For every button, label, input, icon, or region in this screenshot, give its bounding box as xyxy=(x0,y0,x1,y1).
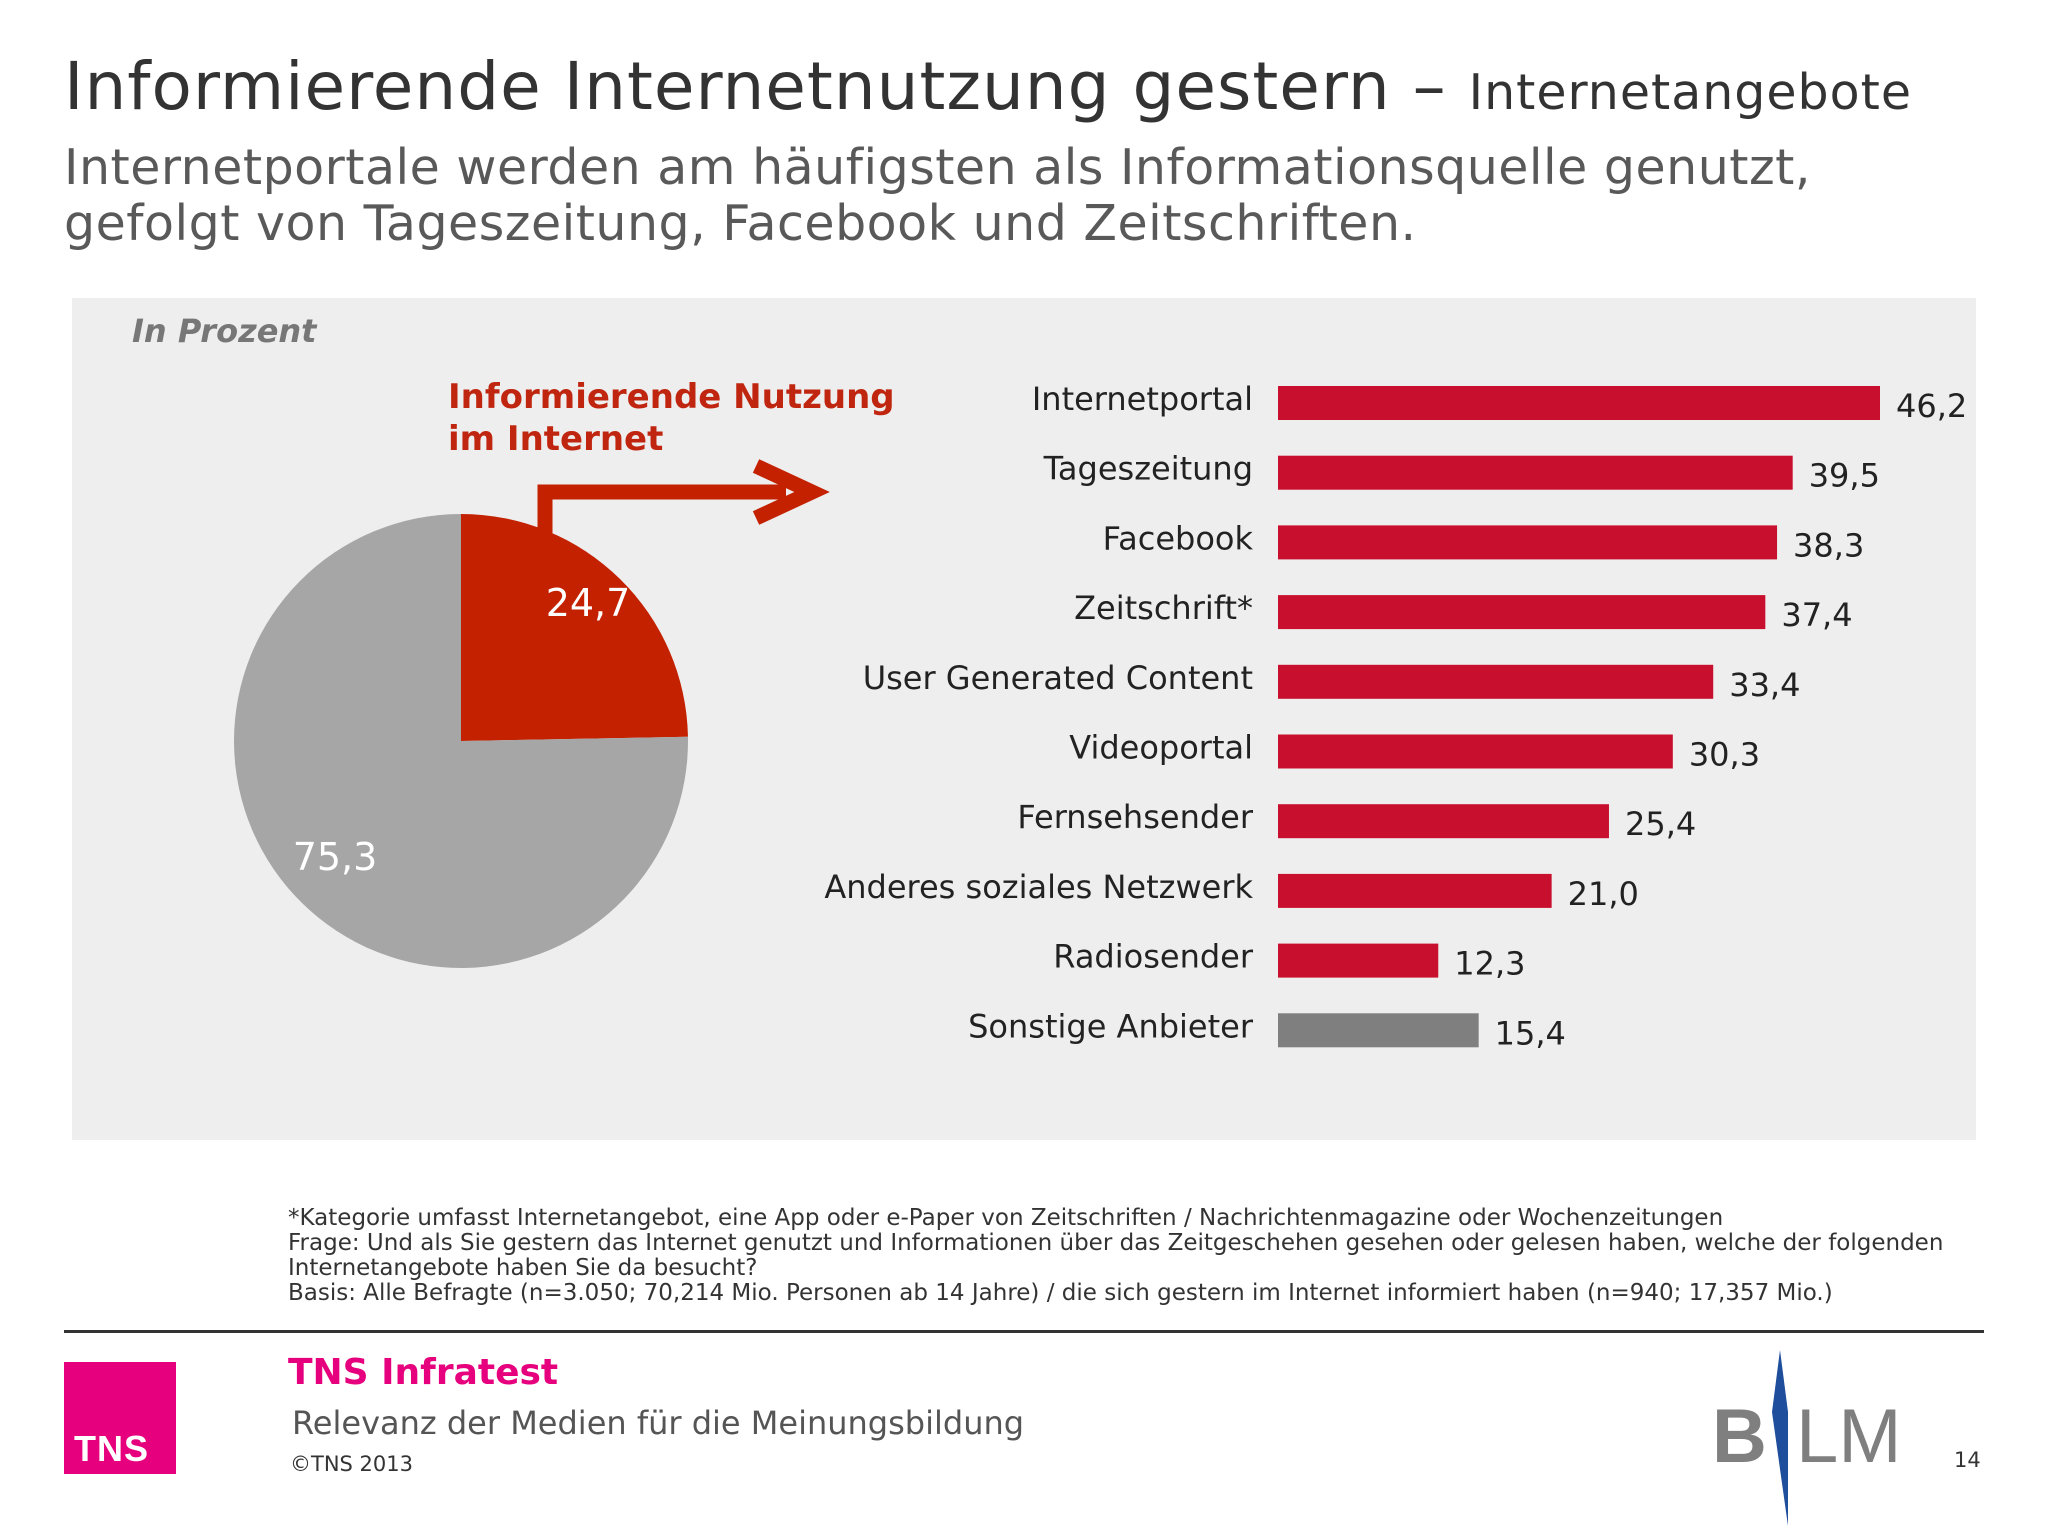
subtitle-line-2: gefolgt von Tageszeitung, Facebook und Z… xyxy=(64,195,1417,252)
blm-logo: B LM xyxy=(1712,1350,1896,1526)
footnote-category: *Kategorie umfasst Internetangebot, eine… xyxy=(288,1205,1724,1231)
bar xyxy=(1278,386,1880,420)
footnotes: *Kategorie umfasst Internetangebot, eine… xyxy=(288,1206,1943,1306)
footnote-question: Frage: Und als Sie gestern das Internet … xyxy=(288,1230,1944,1256)
footnote-basis: Basis: Alle Befragte (n=3.050; 70,214 Mi… xyxy=(288,1280,1833,1306)
unit-label: In Prozent xyxy=(132,312,317,350)
page-title: Informierende Internetnutzung gestern – … xyxy=(64,48,1912,125)
bar-value-label: 30,3 xyxy=(1689,736,1760,774)
blm-needle-icon xyxy=(1772,1350,1788,1526)
bar xyxy=(1278,664,1714,699)
bar xyxy=(1278,804,1609,839)
bar-category-label: Videoportal xyxy=(1069,729,1253,767)
callout-arrow-icon xyxy=(537,459,830,545)
bar xyxy=(1278,525,1778,560)
bar-value-label: 25,4 xyxy=(1625,805,1696,843)
bar-category-label: Tageszeitung xyxy=(1043,450,1253,488)
bar xyxy=(1278,943,1439,978)
pie-slice-label: 75,3 xyxy=(293,835,378,879)
bar xyxy=(1278,1013,1479,1048)
bar-category-label: Internetportal xyxy=(1032,380,1253,418)
bar xyxy=(1278,595,1766,630)
title-main: Informierende Internetnutzung gestern – xyxy=(64,48,1447,125)
bar-value-label: 21,0 xyxy=(1568,875,1639,913)
bar-category-label: Facebook xyxy=(1103,519,1254,557)
tns-logo-text: TNS xyxy=(74,1428,149,1469)
report-title: Relevanz der Medien für die Meinungsbild… xyxy=(292,1404,1025,1442)
pie-slice-label: 24,7 xyxy=(546,581,631,625)
bar-value-label: 38,3 xyxy=(1793,526,1864,564)
bar xyxy=(1278,734,1673,769)
bar-category-label: Radiosender xyxy=(1053,938,1254,976)
pie-slice xyxy=(233,514,688,968)
page-subtitle: Internetportale werden am häufigsten als… xyxy=(64,140,1811,252)
blm-logo-left-letter: B xyxy=(1712,1394,1767,1479)
callout-line-2: im Internet xyxy=(448,419,664,459)
bar-value-label: 46,2 xyxy=(1896,387,1967,425)
bar-value-label: 37,4 xyxy=(1781,596,1852,634)
page-number: 14 xyxy=(1954,1448,1981,1472)
bar-value-label: 39,5 xyxy=(1809,457,1880,495)
bar-chart: Internetportal 46,2 Tageszeitung 39,5 Facebo… xyxy=(824,380,1967,1052)
bar-category-label: User Generated Content xyxy=(863,659,1253,697)
tns-logo: TNS xyxy=(64,1362,176,1474)
pie-chart: 24,7 75,3 xyxy=(233,514,688,968)
bar-category-label: Sonstige Anbieter xyxy=(968,1007,1254,1045)
title-suffix: Internetangebote xyxy=(1468,64,1912,121)
callout-line-1: Informierende Nutzung xyxy=(448,377,895,417)
callout-label: Informierende Nutzung im Internet xyxy=(448,376,895,460)
footnote-question-cont: Internetangebote haben Sie da besucht? xyxy=(288,1255,758,1281)
bar-value-label: 33,4 xyxy=(1729,666,1800,704)
subtitle-line-1: Internetportale werden am häufigsten als… xyxy=(64,139,1811,196)
bar-category-label: Fernsehsender xyxy=(1017,798,1254,836)
pie-slice xyxy=(461,514,688,741)
bar-category-label: Zeitschrift* xyxy=(1074,589,1253,627)
blm-logo-right-letters: LM xyxy=(1796,1394,1896,1479)
footer-divider xyxy=(64,1330,1984,1333)
copyright: ©TNS 2013 xyxy=(290,1452,413,1476)
company-name: TNS Infratest xyxy=(288,1352,559,1393)
bar-value-label: 15,4 xyxy=(1495,1014,1566,1052)
bar-category-label: Anderes soziales Netzwerk xyxy=(824,868,1253,906)
bar-value-label: 12,3 xyxy=(1454,945,1525,983)
bar xyxy=(1278,455,1793,490)
bar xyxy=(1278,873,1552,908)
